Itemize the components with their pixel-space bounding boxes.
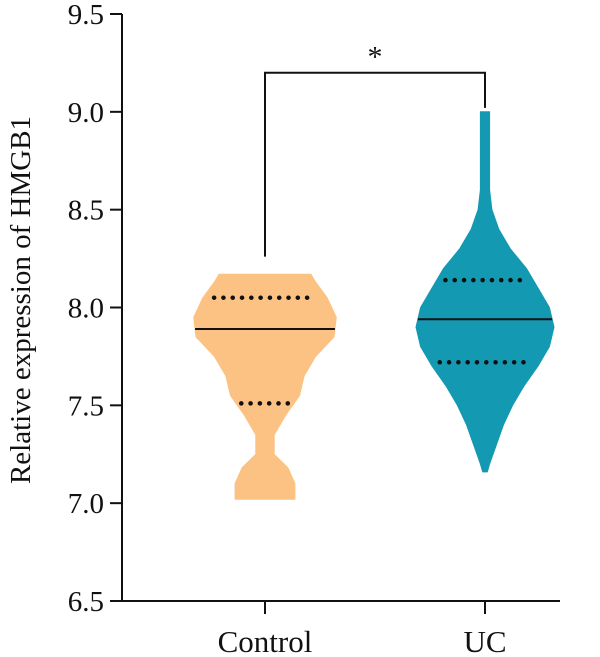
y-tick-label: 7.0 bbox=[68, 488, 104, 520]
y-tick-label: 9.0 bbox=[68, 97, 104, 129]
y-axis-title: Relative expression of HMGB1 bbox=[5, 116, 37, 484]
y-tick-label: 6.5 bbox=[68, 586, 104, 618]
significance-bracket: * bbox=[264, 41, 486, 257]
violins bbox=[193, 111, 555, 500]
x-category-label: Control bbox=[218, 624, 313, 657]
x-category-label: UC bbox=[463, 624, 506, 657]
x-axis: Control UC bbox=[122, 600, 560, 657]
y-tick-label: 7.5 bbox=[68, 390, 104, 422]
y-tick-label: 9.5 bbox=[68, 0, 104, 31]
violin-uc bbox=[415, 111, 555, 473]
y-tick-label: 8.5 bbox=[68, 195, 104, 227]
y-tick-label: 8.0 bbox=[68, 293, 104, 325]
violin-control bbox=[193, 273, 337, 500]
significance-label: * bbox=[368, 41, 383, 74]
y-axis: 6.5 7.0 7.5 8.0 8.5 9.0 9.5 bbox=[68, 0, 123, 618]
bracket-line bbox=[264, 71, 486, 257]
